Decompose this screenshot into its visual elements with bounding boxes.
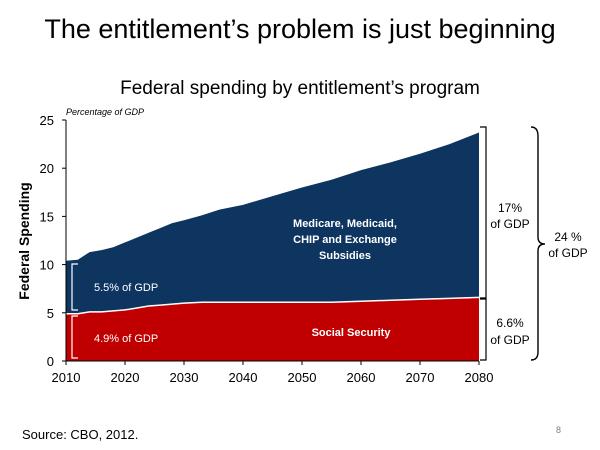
start-bracket-ss: 4.9% of GDP — [71, 315, 158, 359]
series-separator — [66, 296, 480, 315]
x-tick-label: 2020 — [111, 370, 140, 385]
total-value-1: 24 % — [554, 230, 582, 244]
total-value-2: of GDP — [548, 246, 587, 260]
area-series-health-programs — [66, 132, 479, 314]
x-tick-label: 2080 — [465, 370, 494, 385]
social-security-label: Social Security — [312, 327, 392, 339]
end-brace-health: 17% of GDP — [480, 126, 530, 299]
x-tick-label: 2030 — [170, 370, 199, 385]
end-brace-ss: 6.6% of GDP — [480, 298, 530, 361]
x-tick-label: 2070 — [406, 370, 435, 385]
x-tick-label: 2040 — [229, 370, 258, 385]
x-tick-label: 2050 — [288, 370, 317, 385]
y-tick-label: 20 — [40, 161, 54, 176]
chart-axes — [65, 120, 479, 362]
x-tick-label: 2010 — [52, 370, 81, 385]
start-ss-value: 4.9% of GDP — [94, 333, 158, 345]
y-tick-label: 10 — [40, 258, 54, 273]
y-ticks: 0 5 10 15 20 25 — [40, 113, 66, 369]
page-number: 8 — [556, 425, 562, 435]
end-health-value-2: of GDP — [490, 217, 529, 231]
health-label-line-2: CHIP and Exchange — [293, 234, 397, 246]
start-bracket-health: 5.5% of GDP — [71, 263, 158, 311]
end-health-value-1: 17% — [498, 201, 522, 215]
slide-title: The entitlement’s problem is just beginn… — [44, 14, 556, 44]
x-ticks: 2010 2020 2030 2040 2050 2060 2070 2080 — [52, 361, 494, 385]
x-tick-label: 2060 — [347, 370, 376, 385]
area-series-social-security — [66, 297, 479, 361]
y-tick-label: 15 — [40, 209, 54, 224]
y-tick-label: 0 — [47, 354, 54, 369]
unit-note: Percentage of GDP — [66, 107, 144, 117]
chart-areas — [66, 132, 480, 361]
start-health-value: 5.5% of GDP — [94, 282, 158, 294]
health-label-line-1: Medicare, Medicaid, — [293, 218, 397, 230]
y-tick-label: 5 — [47, 306, 54, 321]
y-axis-label: Federal Spending — [16, 182, 32, 299]
health-label-line-3: Subsidies — [319, 250, 371, 262]
total-brace: 24 % of GDP — [530, 126, 588, 361]
end-ss-value-1: 6.6% — [496, 316, 524, 330]
chart-title: Federal spending by entitlement’s progra… — [120, 78, 480, 99]
source-note: Source: CBO, 2012. — [22, 427, 139, 442]
end-ss-value-2: of GDP — [490, 333, 529, 347]
y-tick-label: 25 — [40, 113, 54, 128]
